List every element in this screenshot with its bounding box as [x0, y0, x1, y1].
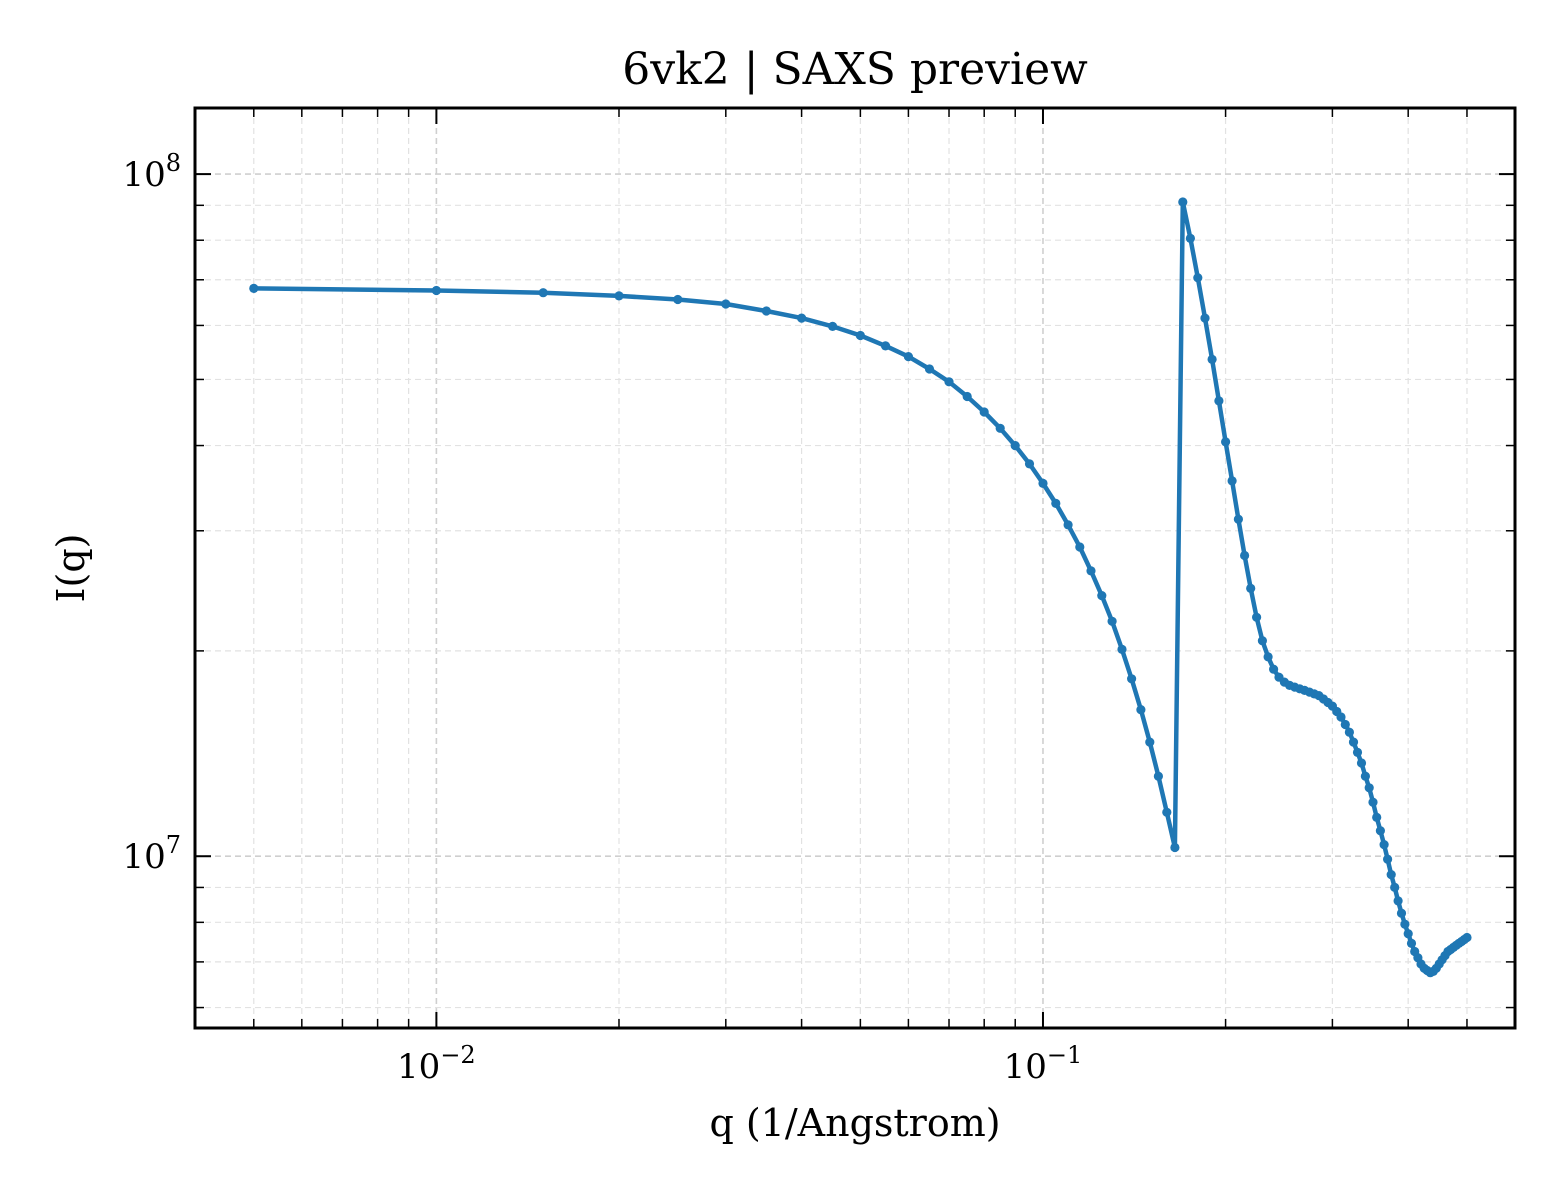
- data-point: [1364, 783, 1374, 793]
- data-point: [1097, 591, 1107, 601]
- data-point: [1162, 807, 1172, 817]
- data-point: [1383, 854, 1393, 864]
- data-point: [1010, 441, 1020, 451]
- data-point: [995, 423, 1005, 433]
- data-point: [1178, 197, 1188, 207]
- data-point: [1372, 812, 1382, 823]
- chart-title: 6vk2 | SAXS preview: [622, 44, 1088, 95]
- data-point: [1221, 437, 1231, 447]
- data-point: [721, 299, 731, 309]
- data-point: [1170, 842, 1180, 853]
- data-point: [1336, 712, 1346, 722]
- data-point: [797, 313, 807, 323]
- data-point: [614, 291, 624, 301]
- data-point: [1375, 826, 1385, 836]
- data-point: [1390, 882, 1400, 893]
- data-point: [1117, 644, 1127, 655]
- data-point: [1038, 478, 1048, 488]
- data-point: [1340, 719, 1350, 730]
- data-point: [1227, 476, 1237, 486]
- data-point: [538, 288, 548, 298]
- x-tick-label: 10−1: [1004, 1041, 1083, 1087]
- data-point: [1193, 273, 1203, 283]
- data-series: [249, 197, 1472, 978]
- y-axis-label: I(q): [49, 534, 93, 603]
- data-point: [1240, 550, 1250, 561]
- data-point: [924, 364, 935, 374]
- data-point: [249, 283, 259, 293]
- x-axis-label: q (1/Angstrom): [709, 1101, 1000, 1145]
- data-point: [1024, 459, 1035, 469]
- data-point: [1462, 932, 1472, 943]
- data-point: [1127, 674, 1137, 684]
- data-point: [1269, 664, 1279, 674]
- data-point: [1136, 705, 1146, 715]
- data-point: [1153, 771, 1163, 781]
- data-point: [979, 407, 989, 417]
- data-point: [1368, 797, 1378, 807]
- tick-labels: 10−2 10−1 107 108: [122, 149, 1082, 1087]
- data-point: [1207, 354, 1217, 364]
- data-point: [944, 377, 954, 387]
- grid: [194, 108, 1515, 1028]
- data-point: [1107, 616, 1117, 626]
- data-point: [828, 321, 838, 331]
- data-point: [880, 341, 891, 351]
- data-point: [1400, 919, 1410, 929]
- data-point: [1263, 652, 1273, 662]
- data-point: [855, 330, 866, 341]
- data-point: [761, 306, 772, 316]
- plot-frame: [193, 106, 1517, 1030]
- data-point: [1352, 747, 1363, 758]
- data-point: [1200, 313, 1210, 323]
- y-tick-label: 108: [122, 149, 181, 195]
- data-point: [1257, 636, 1267, 646]
- data-point: [1396, 908, 1407, 918]
- data-point: [1063, 520, 1073, 530]
- data-point: [1344, 727, 1354, 737]
- data-point: [1233, 514, 1243, 524]
- data-point: [1051, 498, 1061, 508]
- data-point: [1348, 737, 1359, 747]
- y-tick-label: 107: [122, 831, 181, 877]
- data-point: [1145, 737, 1155, 747]
- series-line: [253, 199, 1469, 975]
- data-point: [1214, 396, 1224, 406]
- data-point: [1403, 929, 1413, 939]
- data-point: [673, 294, 683, 305]
- data-point: [903, 352, 914, 362]
- data-point: [1075, 542, 1085, 552]
- data-point: [1252, 612, 1262, 622]
- data-point: [1406, 938, 1417, 949]
- data-point: [1086, 566, 1096, 576]
- data-point: [1379, 840, 1389, 850]
- data-point: [1360, 771, 1370, 781]
- data-point: [1246, 583, 1256, 594]
- data-point: [1356, 758, 1367, 768]
- x-tick-label: 10−2: [397, 1041, 476, 1087]
- data-point: [1386, 870, 1396, 880]
- data-point: [431, 285, 441, 296]
- data-point: [1393, 896, 1403, 906]
- data-point: [962, 391, 972, 402]
- data-point: [1185, 233, 1195, 243]
- axis-ticks: [194, 108, 1515, 1028]
